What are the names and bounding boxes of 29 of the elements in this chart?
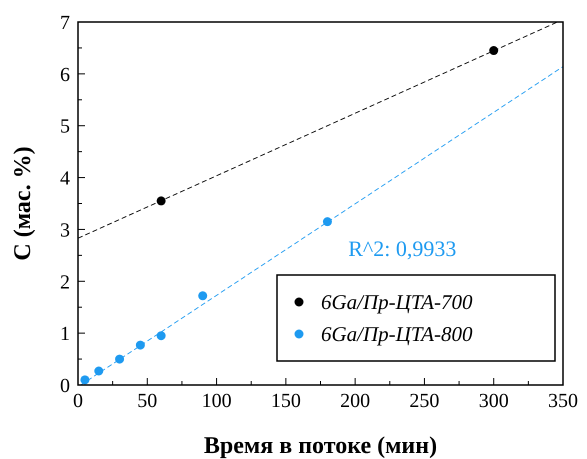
annotation: R^2: 0,9933	[348, 236, 456, 262]
y-tick-label: 6	[60, 64, 70, 86]
y-axis-title: C (мас. %)	[10, 146, 36, 261]
point	[94, 366, 104, 376]
y-tick-label: 7	[60, 12, 70, 34]
x-tick-label: 350	[548, 390, 578, 412]
y-tick-label: 3	[60, 219, 70, 242]
point	[322, 217, 332, 226]
x-tick-label: 100	[202, 390, 232, 412]
legend-label: 6Ga/Пр-ЦТА-700	[321, 290, 473, 314]
x-tick-label: 150	[270, 390, 301, 412]
x-axis-title: Время в потоке (мин)	[204, 433, 438, 459]
point	[136, 340, 145, 350]
x-tick-label: 200	[340, 390, 370, 412]
point	[198, 291, 208, 300]
point	[156, 196, 166, 206]
legend-label: 6Ga/Пр-ЦТА-800	[321, 322, 473, 346]
y-tick-label: 2	[60, 271, 70, 294]
y-tick-label: 5	[60, 116, 70, 138]
point	[156, 331, 166, 340]
point	[115, 354, 124, 364]
x-tick-label: 300	[478, 390, 509, 412]
y-tick-label: 0	[60, 375, 70, 397]
y-tick-label: 4	[60, 168, 70, 190]
point	[489, 46, 498, 56]
y-tick-label: 1	[60, 323, 70, 346]
x-tick-label: 250	[409, 390, 440, 412]
point	[80, 375, 90, 384]
x-tick-label: 50	[137, 390, 158, 412]
